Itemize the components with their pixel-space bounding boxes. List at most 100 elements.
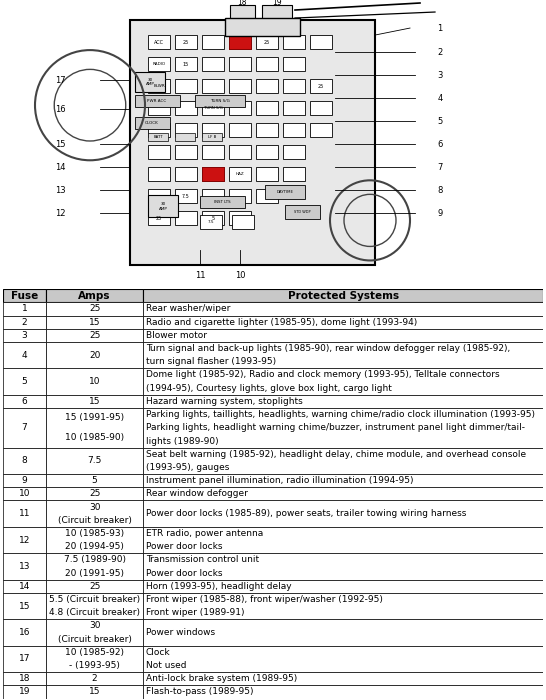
Text: 18: 18	[238, 0, 247, 6]
Text: Power door locks: Power door locks	[146, 568, 222, 578]
Text: Rear window defogger: Rear window defogger	[146, 489, 248, 498]
Bar	[175, 133, 195, 141]
Text: 5.5 (Circuit breaker): 5.5 (Circuit breaker)	[49, 595, 140, 604]
Bar	[46, 289, 143, 302]
Text: (Circuit breaker): (Circuit breaker)	[58, 635, 132, 644]
Text: 2: 2	[437, 48, 443, 57]
Text: 15: 15	[183, 62, 189, 66]
Text: Front wiper (1985-88), front wiper/washer (1992-95): Front wiper (1985-88), front wiper/washe…	[146, 595, 383, 604]
Text: RADIO: RADIO	[152, 62, 165, 66]
Text: 12: 12	[55, 209, 66, 218]
Text: 5: 5	[211, 216, 215, 221]
Bar	[310, 79, 332, 93]
Text: Instrument panel illumination, radio illumination (1994-95): Instrument panel illumination, radio ill…	[146, 476, 413, 485]
Bar	[143, 329, 543, 342]
Text: Dome light (1985-92), Radio and clock memory (1993-95), Telltale connectors: Dome light (1985-92), Radio and clock me…	[146, 370, 500, 379]
Text: 4: 4	[437, 94, 443, 103]
Text: 9: 9	[21, 476, 27, 485]
Bar	[3, 553, 46, 580]
Bar	[3, 395, 46, 408]
Text: 25: 25	[183, 40, 189, 45]
Bar	[256, 79, 278, 93]
Bar	[143, 289, 543, 302]
Text: 30
AMP: 30 AMP	[158, 202, 168, 211]
Text: Power door locks (1985-89), power seats, trailer towing wiring harness: Power door locks (1985-89), power seats,…	[146, 509, 466, 518]
Bar	[46, 646, 143, 672]
Bar	[143, 620, 543, 646]
Text: 15: 15	[89, 397, 100, 406]
Bar	[225, 18, 300, 36]
Bar	[256, 35, 278, 49]
Text: TURN S/G: TURN S/G	[210, 99, 230, 103]
Text: 8: 8	[437, 186, 443, 195]
Bar	[46, 672, 143, 685]
Bar	[3, 474, 46, 487]
Bar	[256, 123, 278, 137]
Bar	[202, 57, 224, 71]
Bar	[229, 102, 251, 116]
Text: 20 (1994-95): 20 (1994-95)	[65, 542, 124, 551]
Bar	[202, 146, 224, 160]
Bar	[143, 368, 543, 395]
Bar	[200, 196, 245, 209]
Text: 12: 12	[19, 536, 30, 545]
Bar	[283, 167, 305, 181]
Text: ACC: ACC	[154, 40, 164, 45]
Bar	[46, 447, 143, 474]
Text: - (1993-95): - (1993-95)	[69, 661, 120, 670]
Bar	[229, 146, 251, 160]
Text: Flash-to-pass (1989-95): Flash-to-pass (1989-95)	[146, 687, 253, 696]
Text: HAZ: HAZ	[236, 172, 244, 176]
Bar	[3, 342, 46, 368]
Text: 10: 10	[89, 377, 100, 386]
Bar	[283, 79, 305, 93]
Bar	[3, 620, 46, 646]
Text: STD WDP: STD WDP	[294, 211, 310, 214]
Text: 7.5 (1989-90): 7.5 (1989-90)	[64, 555, 126, 564]
Text: BLWR: BLWR	[153, 84, 165, 88]
Bar	[46, 329, 143, 342]
Text: DAYTIME: DAYTIME	[276, 190, 294, 195]
Text: Power windows: Power windows	[146, 628, 215, 637]
Text: 3: 3	[437, 71, 443, 80]
Bar	[3, 447, 46, 474]
Text: Parking lights, taillights, headlights, warning chime/radio clock illumination (: Parking lights, taillights, headlights, …	[146, 410, 535, 419]
Text: 9: 9	[437, 209, 443, 218]
Text: Anti-lock brake system (1989-95): Anti-lock brake system (1989-95)	[146, 674, 297, 683]
Bar	[3, 302, 46, 316]
Bar	[143, 527, 543, 553]
Bar	[130, 20, 375, 265]
Bar	[143, 316, 543, 329]
Bar	[135, 72, 165, 92]
Bar	[143, 672, 543, 685]
Bar	[46, 342, 143, 368]
Bar	[148, 195, 178, 218]
Bar	[143, 342, 543, 368]
Bar	[143, 447, 543, 474]
Bar	[310, 123, 332, 137]
Bar	[46, 474, 143, 487]
Bar	[229, 79, 251, 93]
Bar	[229, 189, 251, 204]
Text: PWR ACC: PWR ACC	[147, 99, 167, 103]
Text: INST LTS: INST LTS	[213, 200, 230, 204]
Bar	[143, 487, 543, 500]
Text: 17: 17	[55, 76, 66, 85]
Bar	[229, 123, 251, 137]
Bar	[148, 79, 170, 93]
Text: Fuse: Fuse	[11, 290, 38, 301]
Text: 25: 25	[89, 489, 100, 498]
Bar	[283, 123, 305, 137]
Bar	[46, 685, 143, 699]
Bar	[175, 211, 197, 225]
Bar	[175, 123, 197, 137]
Bar	[175, 102, 197, 116]
Text: Front wiper (1989-91): Front wiper (1989-91)	[146, 608, 245, 617]
Text: (1994-95), Courtesy lights, glove box light, cargo light: (1994-95), Courtesy lights, glove box li…	[146, 384, 392, 393]
Bar	[46, 553, 143, 580]
Text: (Circuit breaker): (Circuit breaker)	[58, 516, 132, 525]
Text: 15: 15	[89, 318, 100, 327]
Bar	[46, 487, 143, 500]
Bar	[256, 146, 278, 160]
Text: 7.5: 7.5	[207, 220, 214, 225]
